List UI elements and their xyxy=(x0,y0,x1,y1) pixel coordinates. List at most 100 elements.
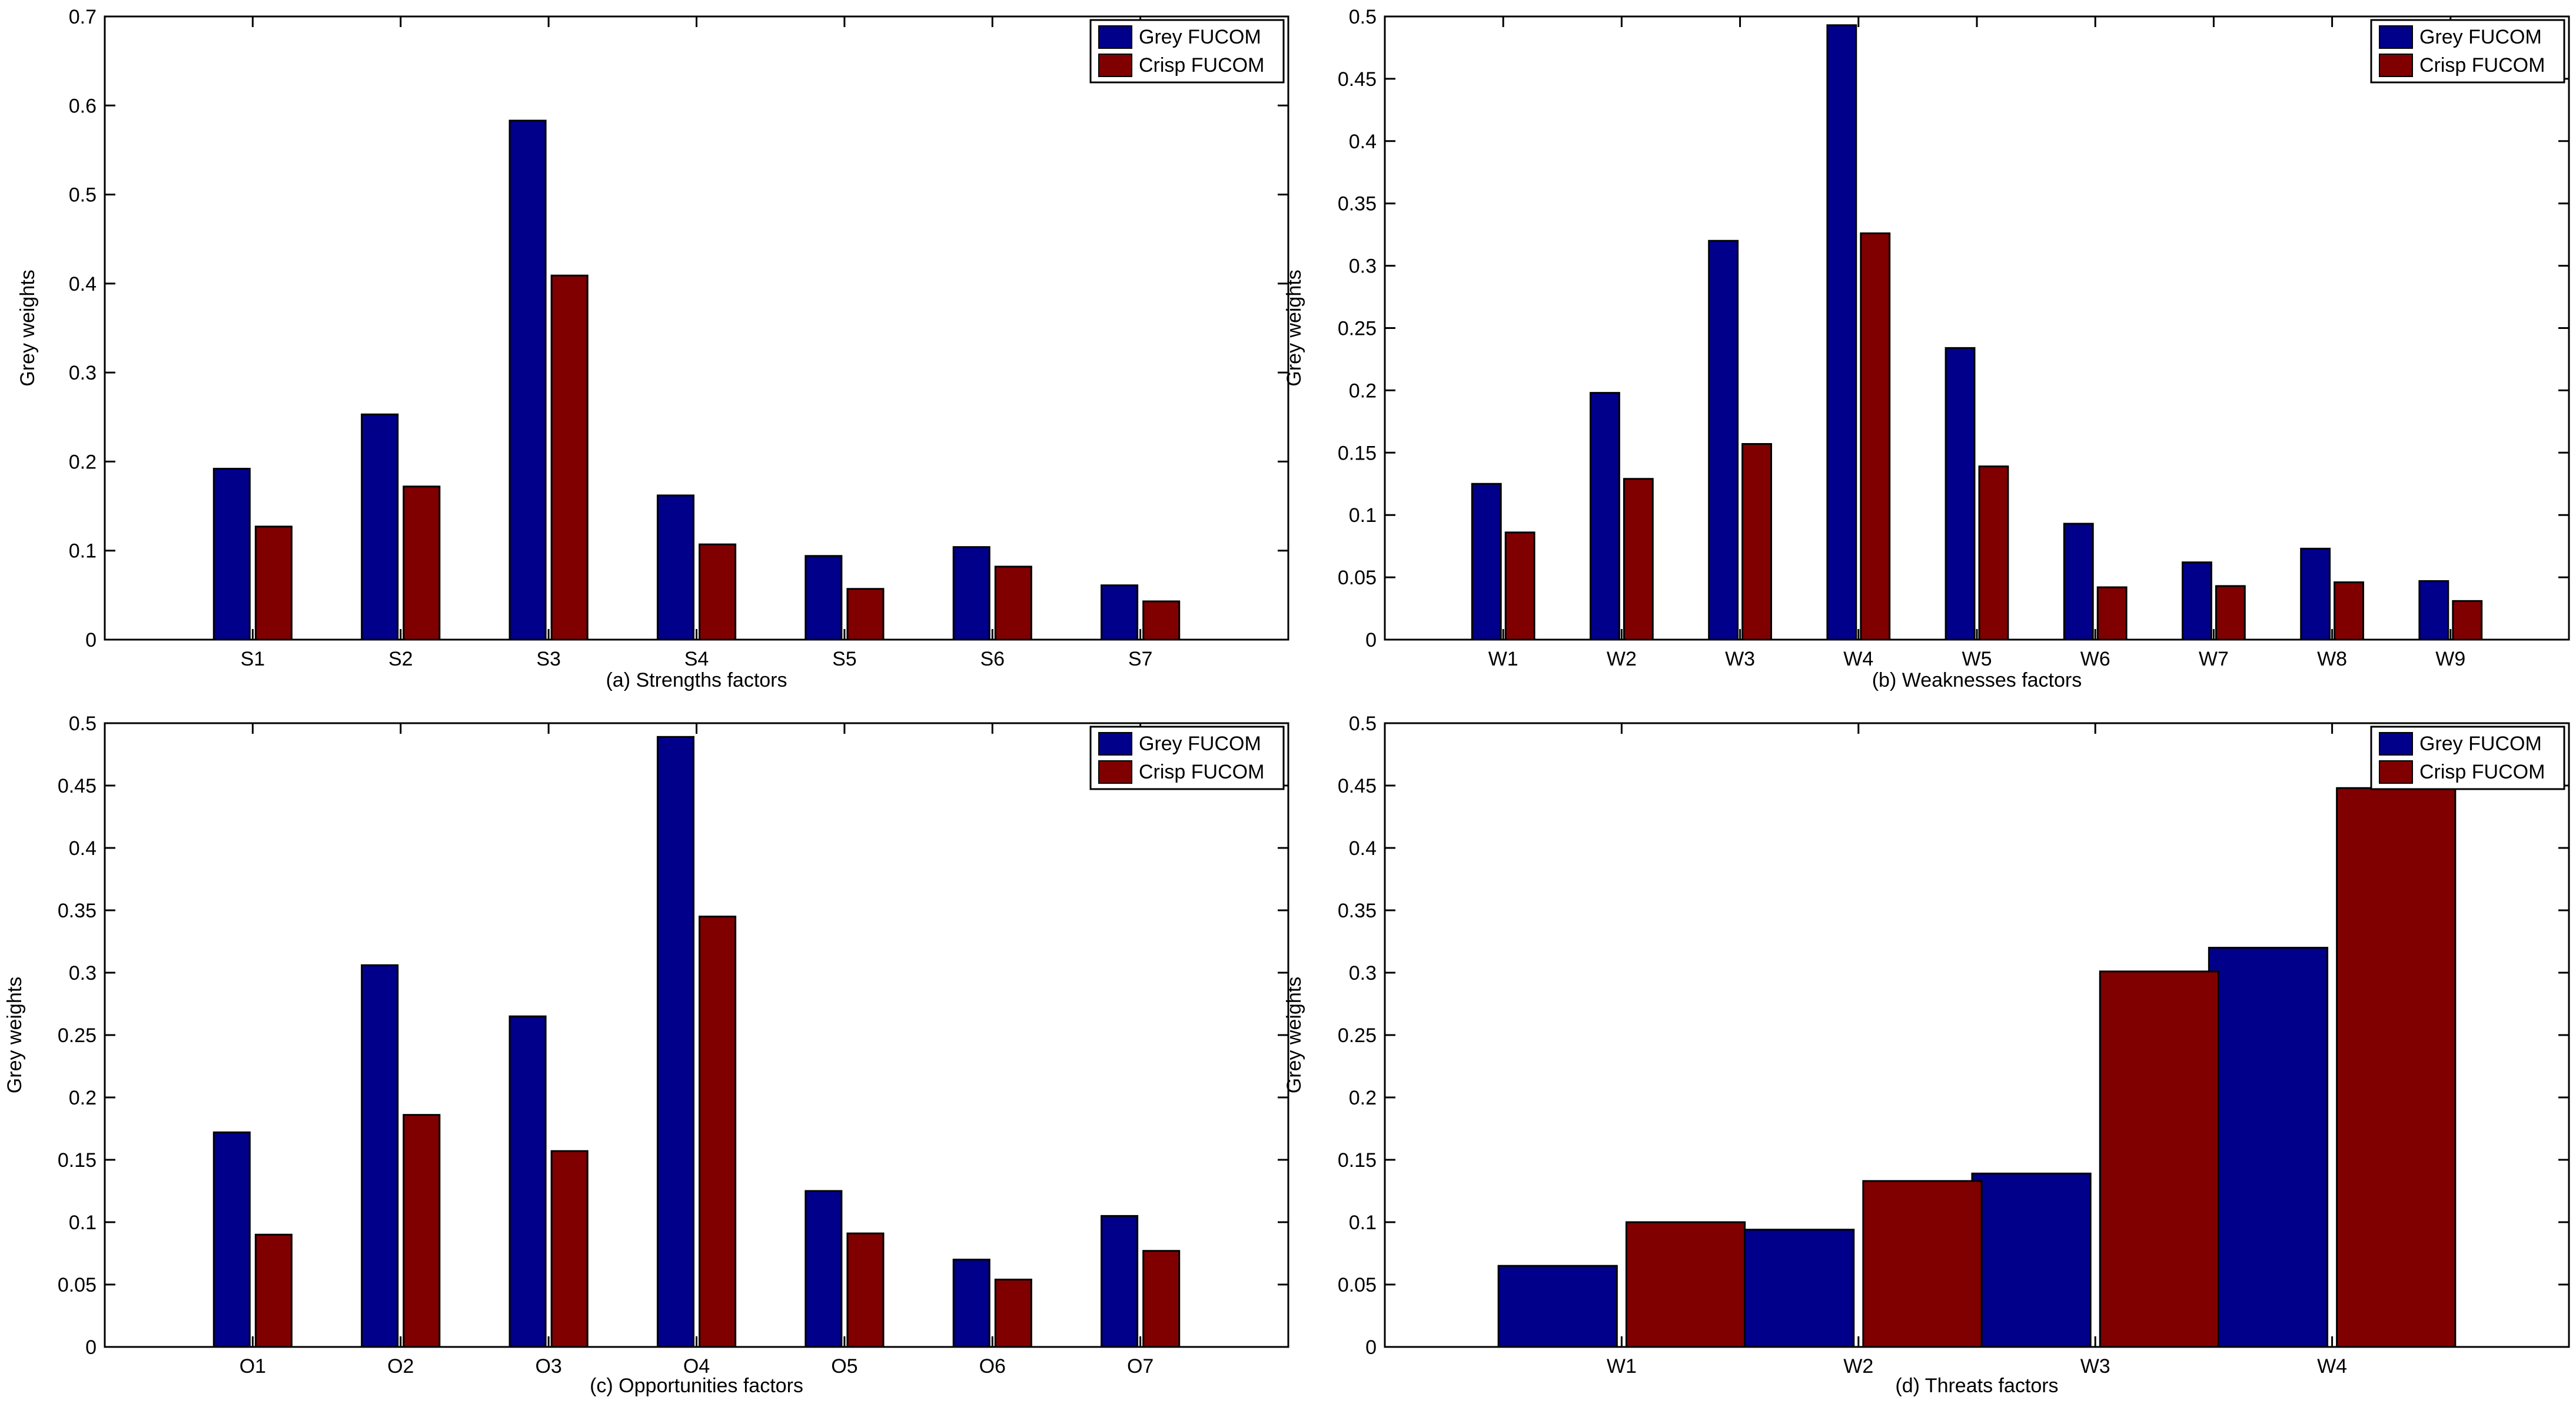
legend: Grey FUCOM Crisp FUCOM xyxy=(2370,726,2565,790)
y-axis-label: Grey weights xyxy=(16,270,39,386)
x-tick-label-s4: S4 xyxy=(684,648,709,670)
y-tick-label: 0.25 xyxy=(58,1024,97,1047)
bar-crisp-o6 xyxy=(994,1279,1032,1348)
legend-label-crisp: Crisp FUCOM xyxy=(2419,761,2545,783)
legend-swatch-grey xyxy=(2379,25,2413,49)
bar-crisp-w3 xyxy=(1741,443,1772,641)
y-tick-label: 0.2 xyxy=(69,1087,97,1109)
x-tick-label-s3: S3 xyxy=(536,648,561,670)
bar-crisp-w2 xyxy=(1862,1180,1983,1348)
bar-crisp-s5 xyxy=(846,588,885,641)
y-tick-label: 0.25 xyxy=(1338,1024,1377,1047)
chart-panel-1: 0 0.1 0.2 0.3 0.4 0.5 0.6 0.7 S1 S2 S3 S4 S5 S6 S7 (a) … xyxy=(16,6,1289,691)
y-tick-label: 0.4 xyxy=(1349,837,1377,860)
y-tick-label: 0.05 xyxy=(1338,567,1377,589)
y-tick-label: 0.7 xyxy=(69,6,97,28)
x-axis-label: (c) Opportunities factors xyxy=(590,1375,803,1397)
bar-grey-o7 xyxy=(1101,1215,1139,1348)
y-tick-label: 0.15 xyxy=(58,1149,97,1172)
bar-grey-w3 xyxy=(1971,1172,2092,1348)
bar-crisp-o4 xyxy=(699,916,737,1348)
x-tick-label-w4: W4 xyxy=(2317,1355,2347,1378)
bar-grey-s6 xyxy=(952,546,990,641)
y-tick-label: 0.3 xyxy=(1349,255,1377,278)
y-tick-label: 0.1 xyxy=(1349,504,1377,527)
bar-crisp-o1 xyxy=(254,1233,292,1348)
x-tick-label-w3: W3 xyxy=(1725,648,1755,670)
bar-grey-w3 xyxy=(1708,239,1739,641)
y-tick-label: 0.05 xyxy=(1338,1274,1377,1296)
y-tick-label: 0 xyxy=(1365,1336,1377,1359)
bar-crisp-s1 xyxy=(254,525,292,641)
chart-panel-2: 0 0.05 0.1 0.15 0.2 0.25 0.3 0.35 0.4 0.45 0.5 W1 W2… xyxy=(1283,6,2570,691)
bar-grey-s1 xyxy=(212,468,251,641)
legend-label-grey: Grey FUCOM xyxy=(2419,733,2542,755)
y-tick-label: 0 xyxy=(85,1336,97,1359)
y-tick-label: 0.5 xyxy=(1349,6,1377,28)
bar-grey-w2 xyxy=(1590,392,1620,641)
y-tick-label: 0.15 xyxy=(1338,1149,1377,1172)
bar-crisp-w4 xyxy=(2336,787,2457,1348)
x-tick-label-w5: W5 xyxy=(1962,648,1992,670)
legend: Grey FUCOM Crisp FUCOM xyxy=(1089,19,1285,84)
bar-grey-s5 xyxy=(805,555,843,641)
y-tick-label: 0.1 xyxy=(69,540,97,563)
bar-grey-o5 xyxy=(805,1190,843,1348)
bar-grey-w4 xyxy=(1826,24,1857,641)
bar-crisp-o3 xyxy=(550,1150,589,1348)
x-tick-label-o1: O1 xyxy=(240,1355,266,1378)
bar-crisp-o2 xyxy=(403,1114,441,1348)
y-tick-label: 0.2 xyxy=(69,451,97,473)
bar-grey-w5 xyxy=(1945,347,1976,641)
x-tick-label-w1: W1 xyxy=(1607,1355,1637,1378)
y-axis-label: Grey weights xyxy=(4,977,26,1093)
y-tick-label: 0.45 xyxy=(1338,775,1377,797)
bar-crisp-s7 xyxy=(1142,600,1181,641)
y-tick-label: 0.5 xyxy=(1349,713,1377,735)
bar-grey-o4 xyxy=(656,736,694,1348)
x-tick-label-w6: W6 xyxy=(2080,648,2110,670)
y-tick-label: 0.45 xyxy=(1338,68,1377,91)
bar-crisp-w7 xyxy=(2215,585,2246,641)
x-tick-label-s5: S5 xyxy=(832,648,857,670)
legend-label-grey: Grey FUCOM xyxy=(2419,26,2542,48)
y-tick-label: 0.35 xyxy=(58,900,97,922)
legend-swatch-crisp xyxy=(2379,760,2413,784)
y-tick-label: 0.1 xyxy=(1349,1212,1377,1234)
chart-panel-4: 0 0.05 0.1 0.15 0.2 0.25 0.3 0.35 0.4 0.45 0.5 W1 W2… xyxy=(1283,713,2570,1397)
legend-label-crisp: Crisp FUCOM xyxy=(1139,761,1264,783)
bar-crisp-w8 xyxy=(2334,581,2364,641)
x-tick-label-w8: W8 xyxy=(2317,648,2347,670)
bar-crisp-s6 xyxy=(994,565,1032,641)
y-tick-label: 0.45 xyxy=(58,775,97,797)
y-tick-label: 0.4 xyxy=(69,273,97,295)
y-tick-label: 0.05 xyxy=(58,1274,97,1296)
x-tick-label-o3: O3 xyxy=(535,1355,561,1378)
x-tick-label-s1: S1 xyxy=(241,648,265,670)
bar-crisp-w2 xyxy=(1623,478,1654,641)
bar-grey-o6 xyxy=(952,1259,990,1348)
y-tick-label: 0.4 xyxy=(1349,131,1377,153)
bar-grey-w9 xyxy=(2418,580,2449,641)
legend-swatch-grey xyxy=(2379,732,2413,756)
x-tick-label-o7: O7 xyxy=(1127,1355,1154,1378)
y-tick-label: 0.35 xyxy=(1338,900,1377,922)
y-tick-label: 0.3 xyxy=(1349,962,1377,984)
bar-crisp-s2 xyxy=(403,485,441,641)
y-tick-label: 0.6 xyxy=(69,95,97,117)
x-axis-label: (a) Strengths factors xyxy=(606,669,787,691)
legend-label-grey: Grey FUCOM xyxy=(1139,733,1261,755)
legend-swatch-crisp xyxy=(2379,54,2413,77)
bar-grey-o1 xyxy=(212,1131,251,1348)
legend-swatch-crisp xyxy=(1098,54,1132,77)
bar-crisp-w1 xyxy=(1625,1221,1746,1348)
bar-grey-o2 xyxy=(361,964,399,1348)
bar-grey-w8 xyxy=(2300,547,2331,641)
y-tick-label: 0.15 xyxy=(1338,442,1377,464)
x-tick-label-o4: O4 xyxy=(683,1355,710,1378)
y-tick-label: 0.25 xyxy=(1338,318,1377,340)
bar-grey-w6 xyxy=(2063,523,2094,641)
x-axis-label: (d) Threats factors xyxy=(1895,1375,2058,1397)
bar-grey-s4 xyxy=(656,494,694,641)
